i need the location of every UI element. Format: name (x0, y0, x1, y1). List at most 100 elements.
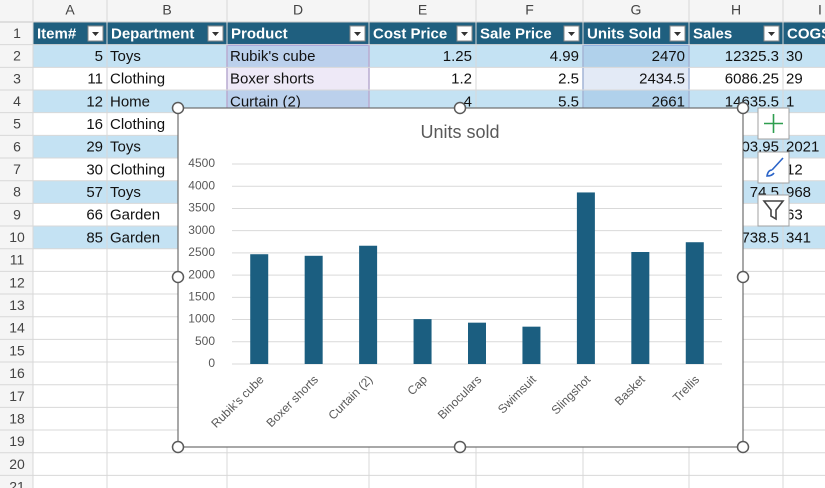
cell-value: Curtain (2) (230, 93, 301, 110)
cell-value: Toys (110, 48, 141, 65)
cell-value: 57 (86, 184, 103, 201)
cell-value: 30 (86, 161, 103, 178)
y-tick-label: 2500 (188, 245, 215, 259)
y-tick-label: 3500 (188, 201, 215, 215)
row-number: 7 (13, 161, 21, 177)
y-tick-label: 1500 (188, 290, 215, 304)
cell-value: 341 (786, 229, 811, 246)
resize-handle[interactable] (453, 440, 467, 454)
table-header-cell: Sale Price (480, 25, 552, 42)
row-number: 16 (9, 365, 25, 381)
column-letter: E (418, 2, 427, 18)
cell-value: 2.5 (558, 71, 579, 88)
row-number: 2 (13, 48, 21, 64)
cell-value: 1 (786, 93, 794, 110)
chart-filters-button-icon (762, 200, 785, 221)
cell-value: Clothing (110, 161, 165, 178)
dropdown-arrow (461, 32, 468, 36)
resize-handle[interactable] (171, 270, 185, 284)
cell-value: 4 (464, 93, 472, 110)
bar (631, 252, 650, 364)
cell-value: 66 (86, 207, 103, 224)
cell-value: 16 (86, 116, 103, 133)
row-number: 18 (9, 410, 25, 426)
cell-value: Garden (110, 229, 160, 246)
dropdown-arrow (212, 32, 219, 36)
bar (468, 322, 486, 364)
table-header-cell: Units Sold (587, 25, 661, 42)
cell-value: 2434.5 (639, 71, 685, 88)
cell-value: 03.95 (741, 139, 779, 156)
y-tick-label: 1000 (188, 312, 215, 326)
cell-value: 5.5 (558, 93, 579, 110)
table-header-cell: COGS (787, 25, 825, 42)
row-number: 13 (9, 297, 25, 313)
cell-value: 968 (786, 184, 811, 201)
cell-value: Boxer shorts (230, 71, 314, 88)
chart-styles-button[interactable] (757, 151, 790, 184)
row-number: 4 (13, 93, 21, 109)
column-letter: I (818, 2, 822, 18)
cell-value: 1.2 (451, 71, 472, 88)
table-header-cell: Cost Price (373, 25, 447, 42)
cell-value: 12325.3 (725, 48, 779, 65)
row-number: 6 (13, 138, 21, 154)
resize-handle[interactable] (736, 440, 750, 454)
cell-value: 29 (86, 139, 103, 156)
column-letter: D (293, 2, 303, 18)
column-letter: B (162, 2, 171, 18)
row-header-strip (0, 22, 33, 488)
row-number: 9 (13, 206, 21, 222)
resize-handle[interactable] (736, 101, 750, 115)
y-tick-label: 3000 (188, 223, 215, 237)
cell-value: 6086.25 (725, 71, 779, 88)
row-number: 10 (9, 229, 25, 245)
band-row (33, 44, 825, 68)
cell-value: Toys (110, 184, 141, 201)
dropdown-arrow (768, 32, 775, 36)
resize-handle[interactable] (171, 440, 185, 454)
chart-filters-button[interactable] (757, 194, 790, 227)
y-tick-label: 4500 (188, 156, 215, 170)
cell-value: Toys (110, 139, 141, 156)
table-header-cell: Item# (37, 25, 77, 42)
cell-value: 63 (786, 207, 803, 224)
row-number: 1 (13, 25, 21, 41)
cell-value: 30 (786, 48, 803, 65)
row-number: 14 (9, 320, 25, 336)
row-number: 15 (9, 342, 25, 358)
chart-styles-button-icon (766, 157, 784, 177)
cell-value: 5 (95, 48, 103, 65)
bar (304, 255, 323, 364)
dropdown-arrow (674, 32, 681, 36)
resize-handle[interactable] (453, 101, 467, 115)
chart-elements-button-icon (764, 114, 783, 133)
table-header-row (33, 22, 825, 45)
row-number: 8 (13, 184, 21, 200)
resize-handle[interactable] (736, 270, 750, 284)
row-number: 12 (9, 274, 25, 290)
cell-value: 85 (86, 229, 103, 246)
y-tick-label: 0 (208, 356, 215, 370)
cell-value: Clothing (110, 116, 165, 133)
bar (522, 326, 541, 364)
row-number: 11 (10, 252, 25, 268)
y-tick-label: 2000 (188, 267, 215, 281)
table-header-cell: Product (231, 25, 288, 42)
table-header-cell: Department (111, 25, 194, 42)
cell-value: 2021 (786, 139, 819, 156)
chart-title: Units sold (420, 122, 499, 142)
bar (250, 254, 269, 364)
cell-value: 11 (87, 71, 103, 88)
row-number: 20 (9, 456, 25, 472)
cell-value: 12 (786, 161, 803, 178)
chart: Units sold 0 500 1000 1500 2000 2500 3000 3500 40… (171, 101, 790, 454)
cell-value: Home (110, 93, 150, 110)
dropdown-arrow (354, 32, 361, 36)
cell-value: Garden (110, 207, 160, 224)
band-row (33, 90, 825, 113)
resize-handle[interactable] (171, 101, 185, 115)
column-letter: A (65, 2, 75, 18)
cell-value: 1.25 (443, 48, 472, 65)
